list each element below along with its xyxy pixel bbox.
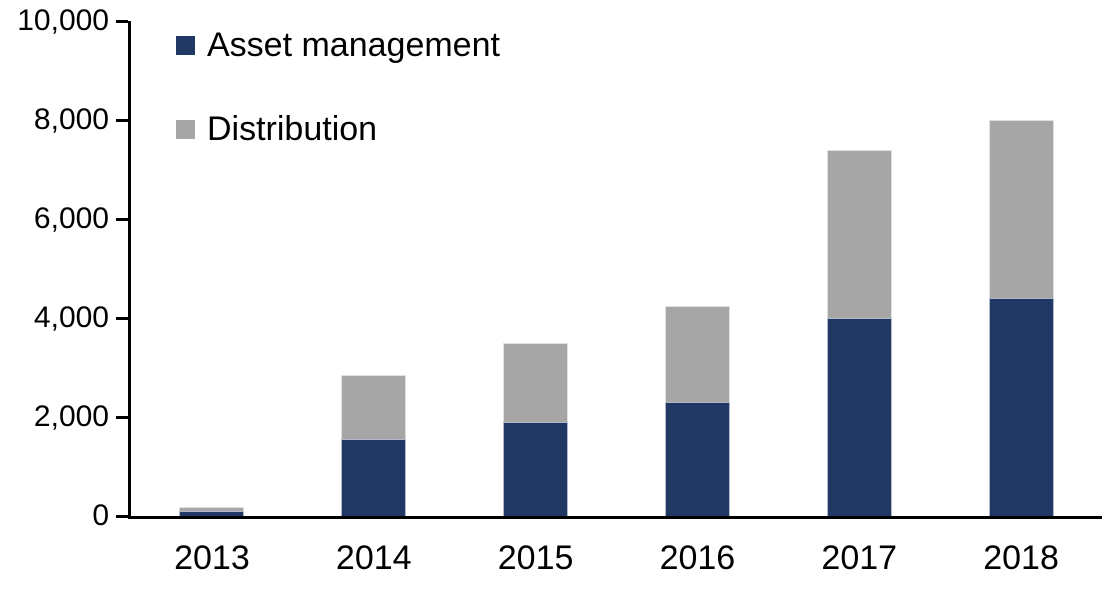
legend-label-distribution: Distribution [207, 110, 378, 148]
y-axis-tick [116, 118, 128, 122]
y-axis-tick [116, 19, 128, 23]
y-axis-tick [116, 514, 128, 518]
chart-legend: Asset management Distribution [176, 28, 500, 146]
y-axis-label: 0 [92, 499, 109, 532]
x-axis-label-2015: 2015 [497, 539, 574, 577]
x-axis-label-2013: 2013 [174, 539, 250, 577]
bar-segment-2017-asset-management [826, 318, 892, 516]
legend-item-distribution: Distribution [176, 112, 500, 146]
y-axis-tick [116, 217, 128, 221]
x-axis-label-2018: 2018 [983, 539, 1059, 577]
x-axis-label-2014: 2014 [335, 539, 412, 577]
legend-label-asset-management: Asset management [207, 26, 500, 64]
y-axis-label: 10,000 [17, 4, 109, 37]
y-axis-label: 6,000 [33, 202, 109, 235]
bar-segment-2015-asset-management [503, 421, 569, 516]
legend-item-asset-management: Asset management [176, 28, 500, 62]
bar-slot-2018 [940, 21, 1102, 516]
stacked-bar-2016 [664, 21, 730, 516]
bar-segment-2014-distribution [341, 374, 407, 440]
x-axis-labels: 2013 2014 2015 2016 2017 2018 [131, 541, 1102, 575]
bar-segment-2016-asset-management [664, 402, 730, 516]
y-axis-tick [116, 415, 128, 419]
bar-slot-2014 [293, 21, 455, 516]
y-axis-label: 8,000 [33, 103, 109, 136]
legend-swatch-distribution [176, 119, 195, 139]
y-axis-label: 2,000 [33, 400, 109, 433]
bar-segment-2014-asset-management [341, 439, 407, 516]
bar-segment-2013-distribution [179, 506, 245, 512]
legend-swatch-asset-management [176, 35, 195, 55]
stacked-bar-2017 [826, 21, 892, 516]
stacked-bar-2014 [341, 21, 407, 516]
bar-segment-2018-distribution [988, 120, 1054, 299]
y-axis-tick [116, 316, 128, 320]
bar-slot-2017 [778, 21, 940, 516]
bar-segment-2018-asset-management [988, 298, 1054, 516]
stacked-bar-2013 [179, 21, 245, 516]
bar-segment-2016-distribution [664, 305, 730, 403]
plot-area: 0 2,000 4,000 6,000 8,000 10,000 2013 2014 2015 2… [17, 6, 1102, 575]
x-axis-label-2017: 2017 [821, 539, 898, 577]
stacked-bar-2018 [988, 21, 1054, 516]
bar-segment-2013-asset-management [179, 511, 245, 516]
stacked-bar-2015 [503, 21, 569, 516]
x-axis-label-2016: 2016 [659, 539, 736, 577]
y-axis-label: 4,000 [33, 301, 109, 334]
bar-slot-2015 [455, 21, 617, 516]
bar-segment-2017-distribution [826, 149, 892, 318]
bar-segment-2015-distribution [503, 342, 569, 422]
bar-slot-2013 [131, 21, 293, 516]
bar-slot-2016 [617, 21, 779, 516]
